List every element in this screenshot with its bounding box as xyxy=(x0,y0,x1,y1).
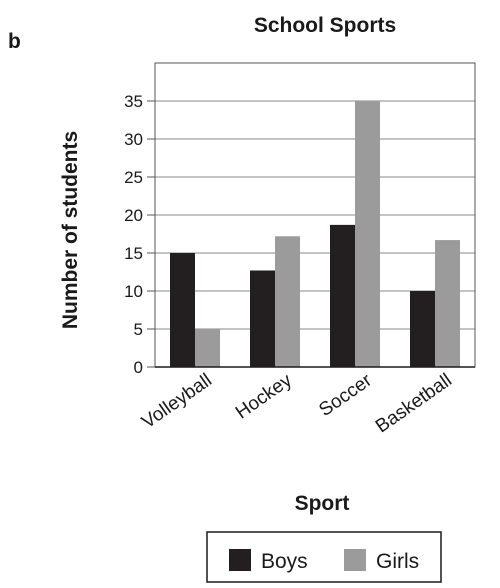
y-tick-label: 30 xyxy=(124,130,143,149)
bar-boys-hockey xyxy=(250,270,275,367)
x-category-label: Volleyball xyxy=(138,370,216,433)
bar-boys-volleyball xyxy=(170,253,195,367)
bar-girls-basketball xyxy=(435,240,460,367)
y-tick-label: 5 xyxy=(134,320,143,339)
y-tick-label: 15 xyxy=(124,244,143,263)
chart-title: School Sports xyxy=(254,14,396,37)
bar-girls-soccer xyxy=(355,101,380,367)
y-tick-label: 25 xyxy=(124,168,143,187)
panel-label: b xyxy=(8,30,21,53)
y-tick-label: 35 xyxy=(124,92,143,111)
x-category-label: Soccer xyxy=(315,370,376,422)
y-tick-label: 20 xyxy=(124,206,143,225)
y-tick-label: 0 xyxy=(134,358,143,377)
bar-girls-volleyball xyxy=(195,329,220,367)
x-category-label: Hockey xyxy=(232,370,296,424)
bars xyxy=(170,101,460,367)
x-axis-label: Sport xyxy=(295,492,350,515)
legend-label-boys: Boys xyxy=(261,550,308,573)
y-tick-labels: 0 5 10 15 20 25 30 35 xyxy=(124,92,155,377)
legend-swatch-boys xyxy=(229,549,251,571)
legend: Boys Girls xyxy=(206,531,442,583)
x-category-label: Basketball xyxy=(372,370,456,437)
legend-swatch-girls xyxy=(344,549,366,571)
y-tick-label: 10 xyxy=(124,282,143,301)
gridlines xyxy=(155,100,475,330)
legend-label-girls: Girls xyxy=(376,550,419,573)
y-axis-label: Number of students xyxy=(59,131,82,329)
bar-girls-hockey xyxy=(275,236,300,367)
bar-boys-soccer xyxy=(330,224,355,367)
bar-boys-basketball xyxy=(410,291,435,367)
